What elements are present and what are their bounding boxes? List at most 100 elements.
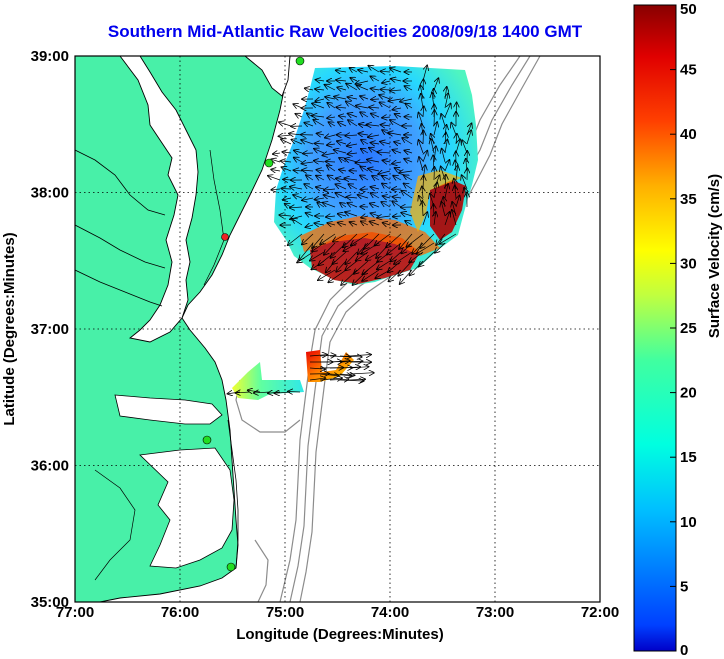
velocity-arrow [290, 207, 303, 208]
velocity-arrow [361, 216, 369, 218]
colorbar-tick-label: 10 [680, 514, 697, 531]
velocity-arrow [339, 374, 354, 375]
velocity-arrow [312, 242, 325, 251]
velocity-arrow [338, 122, 347, 126]
velocity-arrow [358, 70, 369, 72]
velocity-arrow [361, 140, 369, 144]
velocity-arrow [340, 203, 347, 207]
velocity-arrow [336, 260, 347, 272]
colorbar-tick-label: 20 [680, 385, 697, 402]
bathymetry-contour-canyon [235, 379, 301, 433]
y-tick-label: 35:00 [31, 594, 69, 611]
velocity-arrow [292, 219, 303, 226]
velocity-arrow [356, 106, 369, 108]
velocity-arrow [406, 233, 424, 247]
velocity-arrow [375, 233, 391, 246]
eastern-shore-inner-coast [203, 149, 225, 286]
velocity-arrow [271, 170, 281, 172]
velocity-arrow [372, 176, 380, 180]
x-tick-label: 75:00 [266, 604, 304, 621]
velocity-arrow [398, 260, 413, 276]
station-marker-highlight [221, 233, 229, 241]
x-tick-labels: 77:00 76:00 75:00 74:00 73:00 72:00 [56, 604, 619, 621]
velocity-arrow [327, 165, 336, 172]
velocity-arrow [350, 68, 358, 72]
velocity-arrow [294, 170, 303, 171]
velocity-arrow [289, 134, 303, 136]
grid-lines [75, 56, 600, 602]
velocity-arrow [345, 260, 358, 270]
velocity-arrow [444, 160, 449, 172]
y-tick-label: 39:00 [31, 48, 69, 65]
bathymetry-contour-ridge [254, 539, 269, 602]
station-marker [226, 562, 236, 572]
colorbar-tick-label: 50 [680, 1, 697, 18]
velocity-arrow [442, 149, 445, 163]
velocity-arrow [393, 176, 402, 180]
velocity-arrow [377, 260, 391, 269]
velocity-arrow [404, 159, 413, 162]
velocity-arrow [345, 251, 358, 264]
velocity-arrow [356, 81, 369, 84]
velocity-arrow [360, 96, 369, 99]
colorbar-tick-label: 25 [680, 320, 697, 337]
velocity-arrow [351, 233, 369, 245]
velocity-arrow [452, 210, 457, 226]
velocity-arrow [382, 117, 391, 118]
pamlico-sound [139, 447, 235, 569]
velocity-arrow [348, 153, 358, 154]
delaware-bay [244, 56, 291, 97]
velocity-arrow [337, 87, 347, 90]
colorbar-label: Surface Velocity (cm/s) [706, 174, 723, 338]
velocity-arrow [444, 212, 450, 226]
velocity-arrow [318, 269, 336, 280]
velocity-arrow [334, 150, 347, 153]
stations [202, 56, 305, 572]
velocity-arrow [302, 162, 314, 164]
velocity-arrow [401, 242, 413, 253]
velocity-arrow [371, 193, 380, 199]
velocity-arrow [273, 153, 281, 154]
velocity-arrow [367, 160, 380, 162]
velocity-arrow [294, 151, 303, 154]
bathymetry-contour-slope [289, 56, 531, 602]
velocity-arrow [382, 176, 391, 180]
velocity-arrow [404, 184, 413, 190]
velocity-arrow [320, 233, 336, 244]
velocity-arrow [336, 107, 347, 108]
velocity-arrow [419, 140, 424, 154]
y-tick-label: 38:00 [31, 185, 69, 202]
velocity-arrow [350, 222, 358, 225]
velocity-arrow [304, 184, 314, 190]
velocity-arrow [315, 223, 325, 225]
velocity-arrow [329, 379, 349, 380]
velocity-arrow [349, 379, 365, 380]
velocity-arrow [349, 373, 374, 374]
colorbar-tick-label: 0 [680, 642, 688, 659]
velocity-arrow [377, 251, 391, 262]
velocity-arrow [302, 198, 314, 200]
velocity-arrow [315, 89, 325, 90]
velocity-arrow [383, 223, 391, 225]
velocity-arrow [348, 120, 358, 127]
velocity-arrow [370, 222, 380, 226]
velocity-vectors [228, 66, 472, 394]
velocity-arrow [344, 242, 358, 251]
x-tick-label: 76:00 [161, 604, 199, 621]
velocity-arrow [405, 86, 413, 90]
velocity-arrow [388, 133, 402, 135]
velocity-arrow [367, 125, 380, 127]
velocity-arrow [297, 251, 314, 262]
velocity-arrow [383, 160, 391, 162]
velocity-arrow [326, 216, 336, 217]
station-marker [264, 158, 274, 168]
station-marker [295, 56, 305, 66]
velocity-arrow [316, 176, 325, 180]
velocity-arrow [283, 198, 292, 200]
velocity-arrow [293, 104, 303, 108]
velocity-arrow [288, 233, 303, 245]
velocity-arrow [401, 213, 413, 216]
velocity-arrow [444, 104, 451, 118]
velocity-arrow [383, 196, 391, 198]
velocity-arrow [306, 213, 314, 216]
